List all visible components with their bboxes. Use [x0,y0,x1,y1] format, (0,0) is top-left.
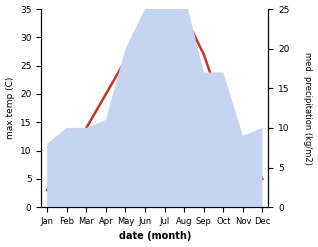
X-axis label: date (month): date (month) [119,231,191,242]
Y-axis label: med. precipitation (kg/m2): med. precipitation (kg/m2) [303,52,313,165]
Y-axis label: max temp (C): max temp (C) [5,77,15,139]
